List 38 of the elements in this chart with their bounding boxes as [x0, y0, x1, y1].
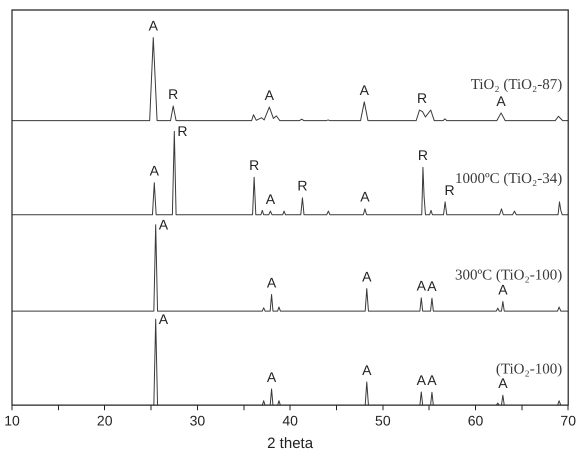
x-tick-label: 40	[282, 412, 298, 428]
annotation: A	[427, 372, 438, 388]
annotation: A	[158, 311, 169, 328]
annotation: R	[444, 182, 455, 198]
annotation: A	[427, 278, 438, 294]
annotation: R	[297, 178, 308, 194]
annotation: A	[266, 274, 277, 290]
x-tick-label: 50	[375, 412, 391, 428]
annotation: R	[418, 147, 428, 164]
annotation: A	[148, 17, 159, 34]
annotation: A	[266, 190, 276, 207]
annotation: A	[360, 188, 370, 205]
annotation: A	[266, 368, 277, 385]
annotation: A	[362, 268, 372, 285]
annotation: A	[416, 278, 427, 294]
annotation: R	[249, 157, 260, 174]
x-tick-label: 10	[4, 412, 20, 428]
annotation: A	[264, 86, 275, 103]
x-tick-label: 30	[190, 412, 206, 428]
annotation: A	[150, 162, 160, 179]
annotation: A	[362, 362, 372, 378]
x-tick-label: 20	[96, 412, 113, 428]
series-label: (TiO₂-100)	[496, 362, 562, 378]
series-label: TiO₂ (TiO₂-87)	[470, 77, 562, 94]
annotation: A	[498, 281, 508, 298]
annotation: R	[168, 86, 178, 102]
annotation: A	[360, 82, 370, 98]
x-tick-label: 70	[560, 412, 576, 428]
annotation: A	[496, 92, 506, 109]
annotation: A	[416, 372, 427, 388]
series-label: 1000ºC (TiO₂-34)	[454, 171, 562, 188]
annotation: R	[177, 123, 188, 140]
x-axis-title: 2 theta	[267, 435, 314, 452]
x-tick-label: 60	[468, 412, 484, 428]
annotation: A	[498, 375, 508, 392]
annotation: R	[417, 90, 428, 106]
annotation: A	[158, 216, 169, 233]
series-label: 300ºC (TiO₂-100)	[454, 268, 562, 284]
